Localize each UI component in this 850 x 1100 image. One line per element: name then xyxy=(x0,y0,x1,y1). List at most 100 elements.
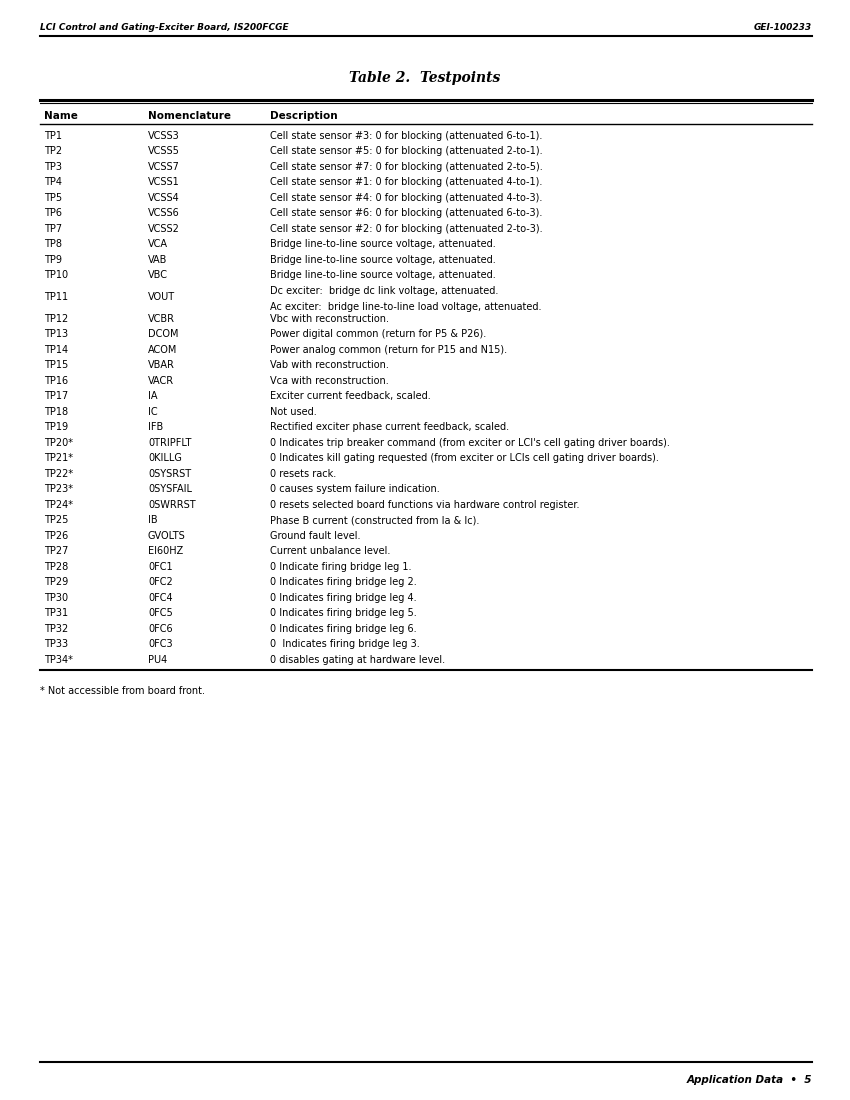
Text: VACR: VACR xyxy=(148,376,174,386)
Text: TP7: TP7 xyxy=(44,223,62,234)
Text: Bridge line-to-line source voltage, attenuated.: Bridge line-to-line source voltage, atte… xyxy=(270,271,496,281)
Text: 0 resets selected board functions via hardware control register.: 0 resets selected board functions via ha… xyxy=(270,499,580,509)
Text: Cell state sensor #4: 0 for blocking (attenuated 4-to-3).: Cell state sensor #4: 0 for blocking (at… xyxy=(270,192,542,202)
Text: VCSS1: VCSS1 xyxy=(148,177,179,187)
Text: 0  Indicates firing bridge leg 3.: 0 Indicates firing bridge leg 3. xyxy=(270,639,420,649)
Text: TP11: TP11 xyxy=(44,292,68,302)
Text: EI60HZ: EI60HZ xyxy=(148,547,184,557)
Text: DCOM: DCOM xyxy=(148,329,178,339)
Text: Cell state sensor #1: 0 for blocking (attenuated 4-to-1).: Cell state sensor #1: 0 for blocking (at… xyxy=(270,177,542,187)
Text: Exciter current feedback, scaled.: Exciter current feedback, scaled. xyxy=(270,392,431,402)
Text: Nomenclature: Nomenclature xyxy=(148,111,231,121)
Text: Not used.: Not used. xyxy=(270,407,317,417)
Text: VBAR: VBAR xyxy=(148,361,175,371)
Text: IB: IB xyxy=(148,515,157,526)
Text: TP25: TP25 xyxy=(44,515,68,526)
Text: Table 2.  Testpoints: Table 2. Testpoints xyxy=(349,72,501,85)
Text: 0FC3: 0FC3 xyxy=(148,639,173,649)
Text: 0SYSFAIL: 0SYSFAIL xyxy=(148,484,192,494)
Text: TP27: TP27 xyxy=(44,547,68,557)
Text: Power analog common (return for P15 and N15).: Power analog common (return for P15 and … xyxy=(270,344,507,354)
Text: TP32: TP32 xyxy=(44,624,68,634)
Text: IC: IC xyxy=(148,407,157,417)
Text: TP3: TP3 xyxy=(44,162,62,172)
Text: 0 disables gating at hardware level.: 0 disables gating at hardware level. xyxy=(270,654,445,664)
Text: GVOLTS: GVOLTS xyxy=(148,531,186,541)
Text: 0FC4: 0FC4 xyxy=(148,593,173,603)
Text: 0FC5: 0FC5 xyxy=(148,608,173,618)
Text: TP17: TP17 xyxy=(44,392,68,402)
Text: TP12: TP12 xyxy=(44,314,68,323)
Text: 0SYSRST: 0SYSRST xyxy=(148,469,191,478)
Text: 0SWRRST: 0SWRRST xyxy=(148,499,196,509)
Text: PU4: PU4 xyxy=(148,654,167,664)
Text: * Not accessible from board front.: * Not accessible from board front. xyxy=(40,685,205,695)
Text: TP30: TP30 xyxy=(44,593,68,603)
Text: TP10: TP10 xyxy=(44,271,68,281)
Text: TP29: TP29 xyxy=(44,578,68,587)
Text: 0KILLG: 0KILLG xyxy=(148,453,182,463)
Text: Cell state sensor #7: 0 for blocking (attenuated 2-to-5).: Cell state sensor #7: 0 for blocking (at… xyxy=(270,162,543,172)
Text: TP4: TP4 xyxy=(44,177,62,187)
Text: VCSS2: VCSS2 xyxy=(148,223,180,234)
Text: 0 Indicates firing bridge leg 5.: 0 Indicates firing bridge leg 5. xyxy=(270,608,416,618)
Text: TP21*: TP21* xyxy=(44,453,73,463)
Text: TP8: TP8 xyxy=(44,240,62,250)
Text: Bridge line-to-line source voltage, attenuated.: Bridge line-to-line source voltage, atte… xyxy=(270,240,496,250)
Text: Vbc with reconstruction.: Vbc with reconstruction. xyxy=(270,314,389,323)
Text: 0 Indicates kill gating requested (from exciter or LCIs cell gating driver board: 0 Indicates kill gating requested (from … xyxy=(270,453,659,463)
Text: TP16: TP16 xyxy=(44,376,68,386)
Text: TP13: TP13 xyxy=(44,329,68,339)
Text: Vca with reconstruction.: Vca with reconstruction. xyxy=(270,376,388,386)
Text: GEI-100233: GEI-100233 xyxy=(754,23,812,33)
Text: TP31: TP31 xyxy=(44,608,68,618)
Text: VCSS7: VCSS7 xyxy=(148,162,180,172)
Text: 0 Indicates trip breaker command (from exciter or LCI's cell gating driver board: 0 Indicates trip breaker command (from e… xyxy=(270,438,670,448)
Text: Ground fault level.: Ground fault level. xyxy=(270,531,360,541)
Text: TP18: TP18 xyxy=(44,407,68,417)
Text: Rectified exciter phase current feedback, scaled.: Rectified exciter phase current feedback… xyxy=(270,422,509,432)
Text: Current unbalance level.: Current unbalance level. xyxy=(270,547,390,557)
Text: VAB: VAB xyxy=(148,255,167,265)
Text: Ac exciter:  bridge line-to-line load voltage, attenuated.: Ac exciter: bridge line-to-line load vol… xyxy=(270,301,541,311)
Text: 0FC2: 0FC2 xyxy=(148,578,173,587)
Text: TP26: TP26 xyxy=(44,531,68,541)
Text: TP33: TP33 xyxy=(44,639,68,649)
Text: 0 Indicate firing bridge leg 1.: 0 Indicate firing bridge leg 1. xyxy=(270,562,411,572)
Text: Vab with reconstruction.: Vab with reconstruction. xyxy=(270,361,388,371)
Text: Description: Description xyxy=(270,111,337,121)
Text: 0TRIPFLT: 0TRIPFLT xyxy=(148,438,191,448)
Text: VCSS6: VCSS6 xyxy=(148,208,179,218)
Text: TP1: TP1 xyxy=(44,131,62,141)
Text: Cell state sensor #6: 0 for blocking (attenuated 6-to-3).: Cell state sensor #6: 0 for blocking (at… xyxy=(270,208,542,218)
Text: Name: Name xyxy=(44,111,78,121)
Text: VCSS4: VCSS4 xyxy=(148,192,179,202)
Text: Dc exciter:  bridge dc link voltage, attenuated.: Dc exciter: bridge dc link voltage, atte… xyxy=(270,286,498,296)
Text: VCSS5: VCSS5 xyxy=(148,146,180,156)
Text: VOUT: VOUT xyxy=(148,292,175,302)
Text: TP28: TP28 xyxy=(44,562,68,572)
Text: Cell state sensor #2: 0 for blocking (attenuated 2-to-3).: Cell state sensor #2: 0 for blocking (at… xyxy=(270,223,542,234)
Text: Cell state sensor #5: 0 for blocking (attenuated 2-to-1).: Cell state sensor #5: 0 for blocking (at… xyxy=(270,146,542,156)
Text: 0 Indicates firing bridge leg 6.: 0 Indicates firing bridge leg 6. xyxy=(270,624,416,634)
Text: TP24*: TP24* xyxy=(44,499,73,509)
Text: Bridge line-to-line source voltage, attenuated.: Bridge line-to-line source voltage, atte… xyxy=(270,255,496,265)
Text: TP5: TP5 xyxy=(44,192,62,202)
Text: 0FC6: 0FC6 xyxy=(148,624,173,634)
Text: TP6: TP6 xyxy=(44,208,62,218)
Text: TP15: TP15 xyxy=(44,361,68,371)
Text: Phase B current (constructed from Ia & Ic).: Phase B current (constructed from Ia & I… xyxy=(270,515,479,526)
Text: 0 Indicates firing bridge leg 4.: 0 Indicates firing bridge leg 4. xyxy=(270,593,416,603)
Text: TP23*: TP23* xyxy=(44,484,73,494)
Text: Cell state sensor #3: 0 for blocking (attenuated 6-to-1).: Cell state sensor #3: 0 for blocking (at… xyxy=(270,131,542,141)
Text: Power digital common (return for P5 & P26).: Power digital common (return for P5 & P2… xyxy=(270,329,486,339)
Text: TP14: TP14 xyxy=(44,344,68,354)
Text: IFB: IFB xyxy=(148,422,163,432)
Text: ACOM: ACOM xyxy=(148,344,178,354)
Text: 0 Indicates firing bridge leg 2.: 0 Indicates firing bridge leg 2. xyxy=(270,578,416,587)
Text: TP19: TP19 xyxy=(44,422,68,432)
Text: TP34*: TP34* xyxy=(44,654,73,664)
Text: Application Data  •  5: Application Data • 5 xyxy=(687,1075,812,1085)
Text: VCBR: VCBR xyxy=(148,314,175,323)
Text: TP2: TP2 xyxy=(44,146,62,156)
